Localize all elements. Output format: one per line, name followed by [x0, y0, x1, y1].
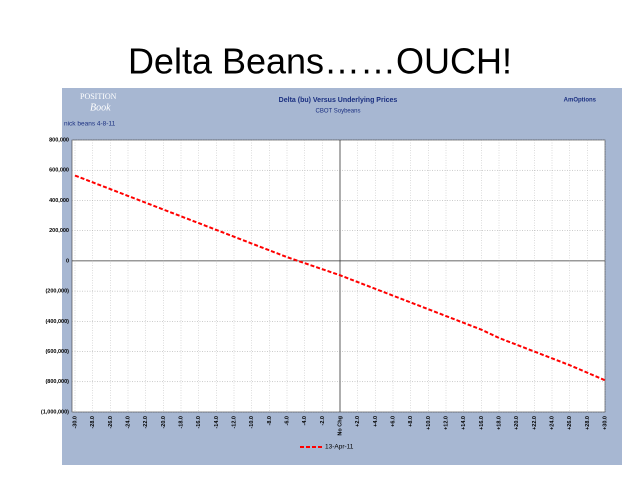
data-line: [74, 174, 606, 382]
x-tick-label: -10.0: [249, 416, 255, 429]
y-tick-label: (600,000): [45, 349, 69, 355]
annotation: AmOptions: [564, 98, 597, 104]
slide-title: Delta Beans……OUCH!: [128, 41, 512, 82]
x-tick-label: -12.0: [231, 416, 237, 429]
x-tick-label: -20.0: [161, 416, 167, 429]
y-tick-label: (200,000): [45, 289, 69, 295]
chart-subtitle: CBOT Soybeans: [316, 109, 361, 115]
x-tick-label: +10.0: [426, 416, 432, 430]
x-tick-label: -26.0: [108, 416, 114, 429]
x-tick-label: +20.0: [514, 416, 520, 430]
y-tick-label: 800,000: [49, 137, 69, 143]
x-tick-label: -16.0: [196, 416, 202, 429]
x-tick-label: +2.0: [355, 416, 361, 427]
x-tick-label: +8.0: [408, 416, 414, 427]
x-tick-label: -14.0: [214, 416, 220, 429]
y-tick-label: 0: [66, 258, 69, 264]
x-tick-label: -30.0: [72, 416, 78, 429]
x-tick-label: +14.0: [461, 416, 467, 430]
x-tick-label: +12.0: [443, 416, 449, 430]
y-tick-label: (400,000): [45, 319, 69, 325]
y-tick-label: 600,000: [49, 168, 69, 174]
x-tick-label: +28.0: [585, 416, 591, 430]
logo-text: Book: [90, 102, 111, 113]
x-tick-label: -8.0: [267, 416, 273, 425]
x-tick-label: -18.0: [178, 416, 184, 429]
x-tick-label: -2.0: [320, 416, 326, 425]
y-tick-label: (800,000): [45, 379, 69, 385]
x-tick-label: +26.0: [567, 416, 573, 430]
plot-area: [71, 139, 606, 413]
x-tick-label: +30.0: [602, 416, 608, 430]
x-tick-label: No Chg: [337, 416, 343, 436]
x-tick-label: +6.0: [390, 416, 396, 427]
x-tick-label: -22.0: [143, 416, 149, 429]
annotation: nick beans 4-8-11: [64, 121, 116, 128]
x-tick-label: +22.0: [532, 416, 538, 430]
x-tick-label: +4.0: [373, 416, 379, 427]
legend-label: 13-Apr-11: [325, 444, 354, 451]
x-tick-label: -6.0: [284, 416, 290, 425]
logo-text: POSITION: [80, 92, 117, 101]
x-tick-label: -24.0: [125, 416, 131, 429]
x-tick-label: +18.0: [496, 416, 502, 430]
chart-title: Delta (bu) Versus Underlying Prices: [279, 97, 398, 104]
x-tick-label: -28.0: [90, 416, 96, 429]
x-tick-label: +16.0: [479, 416, 485, 430]
y-tick-label: (1,000,000): [41, 409, 69, 415]
y-tick-label: 200,000: [49, 228, 69, 234]
x-tick-label: -4.0: [302, 416, 308, 425]
y-tick-label: 400,000: [49, 198, 69, 204]
x-tick-label: +24.0: [549, 416, 555, 430]
